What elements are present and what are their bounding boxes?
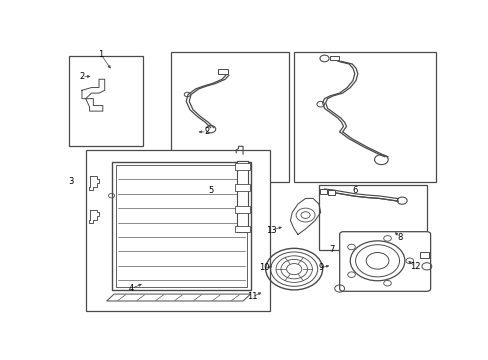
Bar — [218, 69, 227, 74]
Text: 1: 1 — [98, 50, 103, 59]
Text: 6: 6 — [351, 186, 357, 195]
Text: 3: 3 — [68, 177, 73, 186]
Bar — [68, 56, 142, 146]
Bar — [234, 206, 249, 213]
Bar — [234, 163, 249, 170]
Bar — [294, 51, 435, 182]
Text: 4: 4 — [128, 284, 134, 293]
Bar — [329, 56, 338, 60]
Text: 2: 2 — [79, 72, 84, 81]
Text: 13: 13 — [265, 226, 276, 235]
Bar — [318, 185, 426, 250]
Text: 10: 10 — [258, 263, 268, 272]
Bar — [234, 226, 249, 232]
Bar — [171, 51, 288, 182]
Text: 11: 11 — [247, 292, 257, 301]
Text: 2: 2 — [204, 127, 209, 136]
Bar — [327, 190, 334, 195]
Bar — [236, 161, 247, 232]
Text: 12: 12 — [409, 262, 420, 271]
Bar — [85, 150, 269, 311]
Text: 9: 9 — [318, 263, 323, 272]
FancyBboxPatch shape — [339, 232, 430, 291]
Bar — [234, 184, 249, 191]
Text: 8: 8 — [397, 233, 402, 242]
Bar — [419, 252, 428, 258]
Text: 7: 7 — [329, 245, 334, 254]
Bar — [320, 189, 326, 194]
Text: 5: 5 — [208, 186, 213, 195]
